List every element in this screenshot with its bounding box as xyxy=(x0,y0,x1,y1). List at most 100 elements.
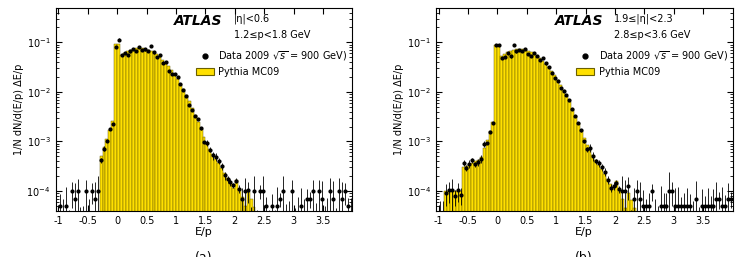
Bar xyxy=(123,53,126,257)
Bar xyxy=(238,188,240,257)
Bar xyxy=(671,217,674,257)
Bar xyxy=(297,217,300,257)
Bar xyxy=(114,43,117,257)
Bar xyxy=(337,217,340,257)
Bar xyxy=(200,129,203,257)
Bar xyxy=(548,67,551,257)
Bar xyxy=(679,217,682,257)
Bar xyxy=(218,163,221,257)
Bar xyxy=(706,217,709,257)
Bar xyxy=(223,173,226,257)
Bar xyxy=(571,109,574,257)
Bar xyxy=(482,148,485,257)
Bar xyxy=(512,50,515,257)
Bar xyxy=(465,166,468,257)
Bar xyxy=(545,64,548,257)
Bar xyxy=(662,217,665,257)
Bar xyxy=(135,48,138,257)
Bar xyxy=(120,55,123,257)
Bar xyxy=(506,52,509,257)
Text: ATLAS: ATLAS xyxy=(175,14,223,28)
Bar xyxy=(677,217,679,257)
Bar xyxy=(312,217,314,257)
Bar xyxy=(117,43,120,257)
Bar xyxy=(264,217,267,257)
Bar xyxy=(144,49,147,257)
Bar xyxy=(194,115,197,257)
Bar xyxy=(712,217,715,257)
Bar xyxy=(94,217,97,257)
Bar xyxy=(509,51,512,257)
Bar xyxy=(445,191,448,257)
Bar xyxy=(633,208,636,257)
Bar xyxy=(612,189,615,257)
Bar xyxy=(615,181,618,257)
Bar xyxy=(642,217,645,257)
Bar xyxy=(173,74,176,257)
Bar xyxy=(727,217,730,257)
Bar xyxy=(243,206,246,257)
Bar xyxy=(624,208,627,257)
Bar xyxy=(724,217,727,257)
Bar xyxy=(329,217,332,257)
Bar xyxy=(576,123,579,257)
Bar xyxy=(126,51,129,257)
Bar xyxy=(88,217,91,257)
Bar xyxy=(276,217,279,257)
Bar xyxy=(585,145,588,257)
Bar xyxy=(255,214,258,257)
Bar xyxy=(645,217,648,257)
Bar xyxy=(439,217,442,257)
Bar xyxy=(288,217,291,257)
Bar xyxy=(229,183,232,257)
Bar xyxy=(682,217,685,257)
Bar xyxy=(326,217,329,257)
Bar xyxy=(497,45,500,257)
Bar xyxy=(471,163,474,257)
Bar xyxy=(454,191,456,257)
Y-axis label: 1/N dN/d(E/p) ΔE/p: 1/N dN/d(E/p) ΔE/p xyxy=(13,63,24,155)
Bar xyxy=(527,51,530,257)
Bar xyxy=(565,96,568,257)
Bar xyxy=(111,121,114,257)
Bar xyxy=(85,217,88,257)
Bar xyxy=(309,217,312,257)
Bar xyxy=(64,217,67,257)
Bar xyxy=(226,178,229,257)
Bar xyxy=(618,190,621,257)
Bar xyxy=(653,217,656,257)
Bar xyxy=(609,184,612,257)
Bar xyxy=(76,217,79,257)
Bar xyxy=(568,102,571,257)
Bar xyxy=(730,217,733,257)
Bar xyxy=(306,217,309,257)
Bar xyxy=(524,50,527,257)
Bar xyxy=(721,217,724,257)
Bar xyxy=(594,160,597,257)
Bar xyxy=(477,160,480,257)
Bar xyxy=(314,217,317,257)
Bar xyxy=(206,144,209,257)
Bar xyxy=(650,217,653,257)
Bar xyxy=(500,56,503,257)
Bar xyxy=(715,217,718,257)
Text: (b): (b) xyxy=(575,251,593,257)
Bar xyxy=(100,156,103,257)
Text: 2.8≤p<3.6 GeV: 2.8≤p<3.6 GeV xyxy=(613,30,690,40)
Text: ATLAS: ATLAS xyxy=(554,14,603,28)
Bar xyxy=(709,217,712,257)
Bar xyxy=(106,139,109,257)
Bar xyxy=(70,217,73,257)
Bar xyxy=(97,217,100,257)
Bar xyxy=(149,51,152,257)
X-axis label: E/p: E/p xyxy=(575,227,593,237)
Bar xyxy=(451,191,454,257)
Bar xyxy=(579,131,582,257)
Bar xyxy=(588,150,591,257)
Bar xyxy=(164,63,167,257)
Bar xyxy=(442,217,445,257)
Bar xyxy=(343,217,346,257)
Bar xyxy=(300,217,303,257)
Bar xyxy=(488,131,491,257)
Bar xyxy=(639,217,642,257)
